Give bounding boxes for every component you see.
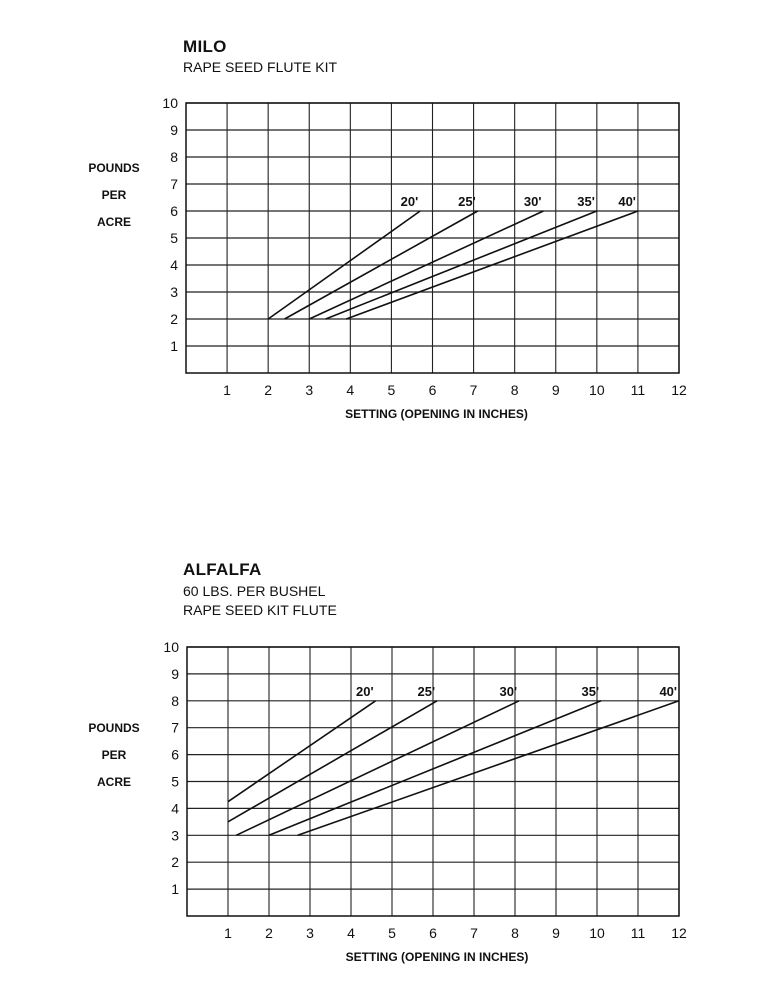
series-line	[267, 210, 421, 320]
y-tick-label: 5	[171, 774, 179, 790]
series-line	[227, 700, 438, 823]
chart-title: ALFALFA	[183, 560, 262, 579]
y-tick-label: 4	[171, 800, 179, 816]
x-tick-label: 3	[305, 382, 313, 398]
series-label: 25'	[458, 194, 476, 209]
y-tick-label: 3	[170, 284, 178, 300]
series-label: 20'	[401, 194, 419, 209]
x-tick-label: 9	[552, 382, 560, 398]
x-tick-label: 6	[429, 382, 437, 398]
y-tick-label: 7	[171, 720, 179, 736]
x-tick-label: 5	[388, 382, 396, 398]
series-label: 20'	[356, 684, 374, 699]
x-tick-label: 6	[429, 925, 437, 941]
series-label: 35'	[582, 684, 600, 699]
y-tick-label: 7	[170, 176, 178, 192]
y-tick-label: 8	[171, 693, 179, 709]
y-tick-label: 5	[170, 230, 178, 246]
y-axis-label: ACRE	[97, 775, 131, 789]
x-tick-label: 10	[589, 382, 605, 398]
series-line	[325, 210, 598, 320]
milo-chart: MILO RAPE SEED FLUTE KIT 1 2 3 4 5 6 7 8 9 10 1 2 3 4…	[88, 37, 687, 421]
series-line	[227, 700, 377, 803]
y-axis-label: PER	[102, 748, 127, 762]
x-axis-label: SETTING (OPENING IN INCHES)	[346, 950, 529, 964]
x-tick-label: 11	[631, 925, 646, 941]
series-line	[297, 700, 680, 837]
x-tick-label: 2	[265, 925, 273, 941]
x-tick-label: 3	[306, 925, 314, 941]
x-tick-label: 5	[388, 925, 396, 941]
y-tick-label: 3	[171, 827, 179, 843]
x-tick-label: 11	[631, 382, 646, 398]
y-tick-label: 6	[171, 747, 179, 763]
y-axis-label: ACRE	[97, 215, 131, 229]
y-axis-label: POUNDS	[88, 161, 139, 175]
chart-title: MILO	[183, 37, 227, 56]
series-label: 40'	[659, 684, 677, 699]
chart-subtitle: RAPE SEED FLUTE KIT	[183, 59, 338, 75]
plot-frame	[185, 102, 680, 374]
x-axis-label: SETTING (OPENING IN INCHES)	[345, 407, 528, 421]
series-line	[345, 210, 639, 320]
series-label: 35'	[577, 194, 595, 209]
x-tick-label: 9	[552, 925, 560, 941]
series-line	[284, 210, 479, 320]
x-tick-label: 2	[264, 382, 272, 398]
series-label: 40'	[618, 194, 636, 209]
y-tick-label: 9	[171, 666, 179, 682]
series-label: 30'	[524, 194, 542, 209]
y-tick-label: 2	[170, 311, 178, 327]
x-tick-label: 12	[671, 925, 687, 941]
y-axis-label: PER	[102, 188, 127, 202]
x-tick-label: 4	[347, 925, 355, 941]
y-tick-label: 4	[170, 257, 178, 273]
chart-subtitle-1: 60 LBS. PER BUSHEL	[183, 583, 326, 599]
y-tick-label: 1	[170, 338, 178, 354]
y-tick-label: 6	[170, 203, 178, 219]
series-label: 25'	[418, 684, 436, 699]
y-tick-label: 10	[162, 95, 178, 111]
x-tick-label: 7	[470, 382, 478, 398]
series-line	[268, 700, 602, 837]
x-tick-label: 1	[223, 382, 231, 398]
series-line	[308, 210, 544, 320]
series-line	[235, 700, 520, 837]
y-tick-label: 1	[171, 881, 179, 897]
y-tick-label: 10	[163, 639, 179, 655]
y-tick-label: 9	[170, 122, 178, 138]
y-tick-label: 2	[171, 854, 179, 870]
series-label: 30'	[500, 684, 518, 699]
x-tick-label: 12	[671, 382, 687, 398]
x-tick-label: 8	[511, 925, 519, 941]
y-tick-label: 8	[170, 149, 178, 165]
x-tick-label: 4	[346, 382, 354, 398]
x-tick-label: 7	[470, 925, 478, 941]
y-axis-label: POUNDS	[88, 721, 139, 735]
x-tick-label: 10	[589, 925, 605, 941]
plot-frame	[186, 646, 680, 917]
x-tick-label: 8	[511, 382, 519, 398]
chart-subtitle-2: RAPE SEED KIT FLUTE	[183, 602, 337, 618]
x-tick-label: 1	[224, 925, 232, 941]
